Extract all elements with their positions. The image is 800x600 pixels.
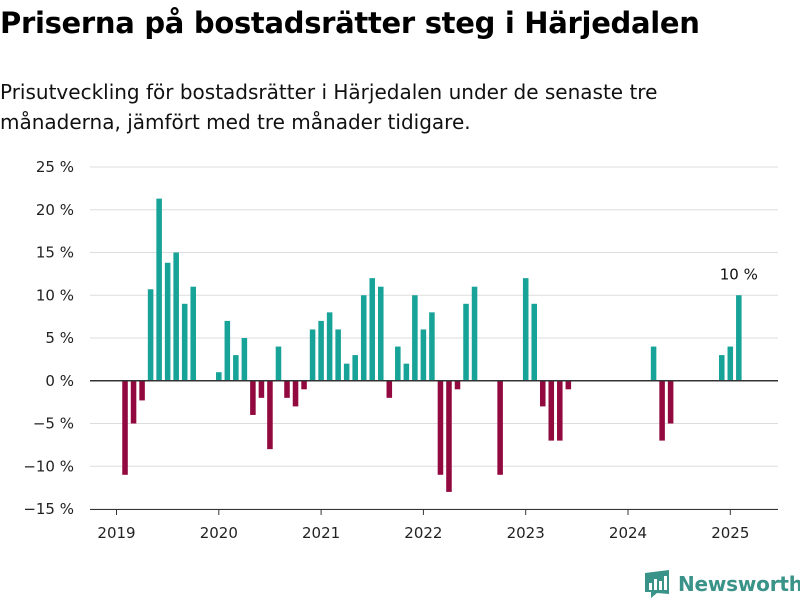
- bar: [369, 278, 376, 381]
- x-tick-label: 2020: [200, 524, 238, 542]
- data-label: 10 %: [720, 265, 758, 283]
- newsworthy-logo: Newsworthy: [644, 569, 800, 599]
- y-tick-label: 25 %: [36, 158, 74, 176]
- bar: [352, 355, 358, 381]
- x-tick-label: 2019: [97, 524, 135, 542]
- bar: [292, 380, 299, 407]
- bar: [343, 363, 350, 381]
- bar: [531, 303, 537, 381]
- bar: [719, 355, 725, 381]
- bar: [164, 262, 171, 381]
- bar: [412, 295, 418, 381]
- bar: [454, 380, 461, 390]
- x-tick-label: 2024: [609, 524, 647, 542]
- bar: [233, 355, 239, 381]
- chart-subtitle: Prisutveckling för bostadsrätter i Härje…: [0, 80, 658, 134]
- bar: [727, 346, 734, 381]
- y-tick-label: 20 %: [36, 201, 74, 219]
- bar: [386, 380, 393, 398]
- x-tick-label: 2025: [711, 524, 749, 542]
- bar: [224, 320, 231, 381]
- bar: [360, 295, 367, 381]
- bar: [335, 329, 341, 381]
- bar: [267, 380, 273, 450]
- bar: [667, 380, 674, 424]
- bar: [250, 380, 256, 415]
- bar: [318, 320, 324, 381]
- bar: [471, 286, 478, 381]
- bar: [190, 286, 196, 381]
- bar: [378, 286, 384, 381]
- bar: [147, 289, 154, 381]
- bar: [326, 312, 333, 381]
- bar: [548, 380, 555, 441]
- y-tick-label: 5 %: [45, 329, 74, 347]
- bar: [309, 329, 316, 381]
- y-tick-label: −5 %: [33, 415, 74, 433]
- bar: [301, 380, 307, 390]
- bar: [446, 380, 452, 492]
- bar: [437, 380, 444, 475]
- bar: [284, 380, 290, 398]
- y-tick-label: −10 %: [23, 457, 74, 475]
- bar: [156, 198, 162, 381]
- bar: [557, 380, 563, 441]
- x-tick-label: 2022: [404, 524, 442, 542]
- bar: [420, 329, 427, 381]
- bar: [122, 380, 128, 475]
- bar: [395, 346, 401, 381]
- chart-title: Priserna på bostadsrätter steg i Härjeda…: [0, 6, 700, 40]
- bar: [497, 380, 503, 475]
- x-tick-label: 2021: [302, 524, 340, 542]
- bar: [258, 380, 265, 398]
- bar: [650, 346, 657, 381]
- bar: [403, 363, 410, 381]
- bar: [275, 346, 282, 381]
- bar: [736, 295, 742, 381]
- bar: [463, 303, 469, 381]
- bar: [565, 380, 572, 390]
- bar: [139, 380, 145, 401]
- y-tick-label: 10 %: [36, 286, 74, 304]
- x-tick-label: 2023: [507, 524, 545, 542]
- bar: [429, 312, 435, 381]
- bar: [216, 372, 222, 381]
- y-tick-label: 0 %: [45, 372, 74, 390]
- bar: [522, 278, 529, 381]
- bar: [181, 303, 188, 381]
- bar: [130, 380, 137, 424]
- bar: [659, 380, 665, 441]
- y-tick-label: −15 %: [23, 500, 74, 518]
- bar: [173, 252, 179, 381]
- newsworthy-logo-text: Newsworthy: [678, 572, 800, 596]
- bar: [241, 338, 248, 381]
- bar: [539, 380, 546, 407]
- y-tick-label: 15 %: [36, 244, 74, 262]
- newsworthy-logo-icon: [645, 570, 669, 598]
